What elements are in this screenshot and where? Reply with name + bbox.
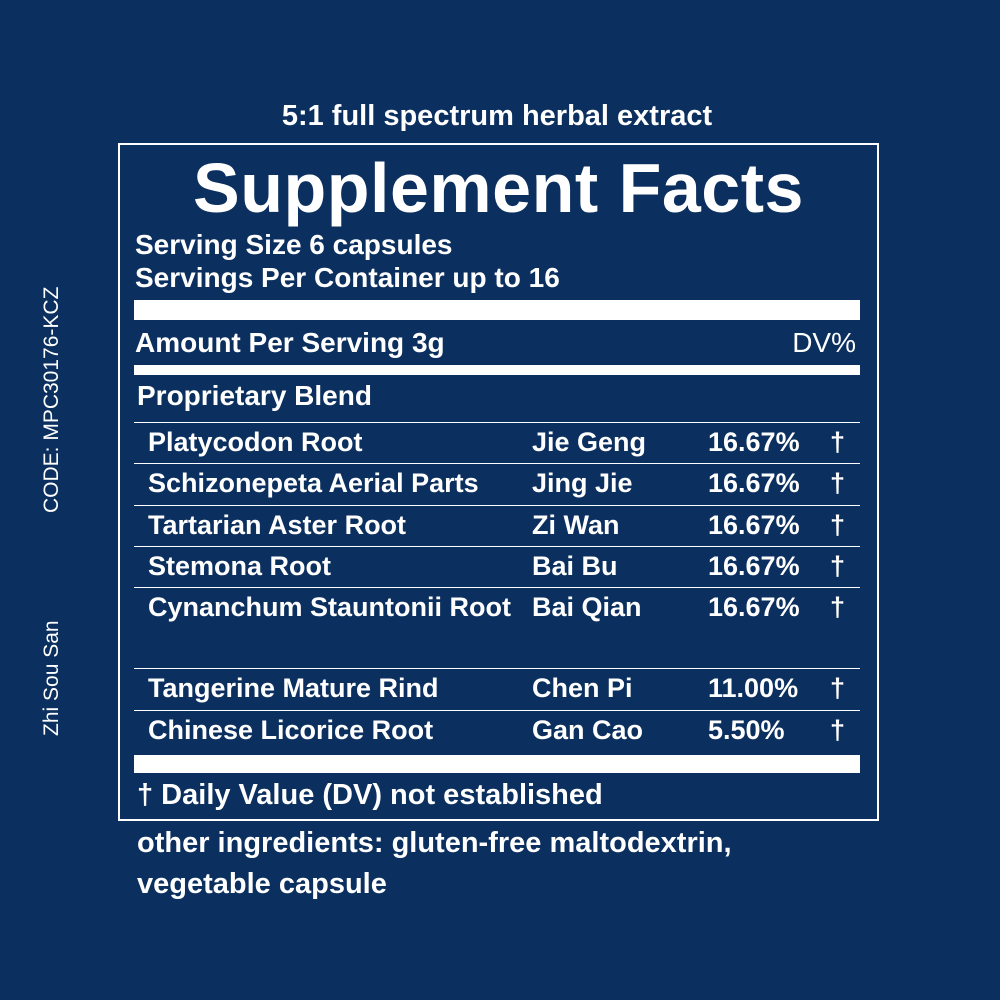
percent-dv: 5.50%	[708, 713, 818, 747]
percent-dv: 11.00%	[708, 671, 818, 705]
percent-dv: 16.67%	[708, 466, 818, 500]
dagger: †	[830, 590, 854, 624]
dv-header: DV%	[792, 327, 856, 359]
dagger: †	[830, 508, 854, 542]
row-divider	[134, 505, 860, 506]
row-divider	[134, 668, 860, 669]
servings-per-container: Servings Per Container up to 16	[135, 262, 560, 294]
pinyin-name: Zi Wan	[532, 508, 702, 542]
page: {"top_note": "5:1 full spectrum herbal e…	[0, 0, 1000, 1000]
title: Supplement Facts	[120, 146, 877, 230]
pinyin-name: Bai Bu	[532, 549, 702, 583]
ingredient-name: Tangerine Mature Rind	[148, 671, 528, 705]
percent-dv: 16.67%	[708, 549, 818, 583]
row-divider	[134, 463, 860, 464]
ingredient-name: Platycodon Root	[148, 425, 528, 459]
other-ingredients: other ingredients: gluten-free maltodext…	[137, 823, 857, 905]
ingredient-name: Cynanchum Stauntonii Root	[148, 590, 528, 624]
thick-bar	[134, 300, 860, 320]
ingredient-name: Chinese Licorice Root	[148, 713, 528, 747]
bottom-bar	[134, 755, 860, 773]
medium-bar	[134, 365, 860, 375]
row-divider	[134, 710, 860, 711]
row-divider	[134, 587, 860, 588]
serving-size: Serving Size 6 capsules	[135, 229, 453, 261]
blend-title: Proprietary Blend	[137, 380, 372, 412]
pinyin-name: Jie Geng	[532, 425, 702, 459]
pinyin-name: Jing Jie	[532, 466, 702, 500]
pinyin-name: Gan Cao	[532, 713, 702, 747]
top-note: 5:1 full spectrum herbal extract	[0, 100, 994, 133]
percent-dv: 16.67%	[708, 590, 818, 624]
row-divider	[134, 546, 860, 547]
dagger: †	[830, 425, 854, 459]
pinyin-name: Chen Pi	[532, 671, 702, 705]
footnote: † Daily Value (DV) not established	[137, 779, 603, 812]
dagger: †	[830, 671, 854, 705]
percent-dv: 16.67%	[708, 508, 818, 542]
dagger: †	[830, 549, 854, 583]
product-code: CODE: MPC30176-KCZ	[40, 263, 64, 513]
pinyin-name: Bai Qian	[532, 590, 702, 624]
dagger: †	[830, 713, 854, 747]
dagger: †	[830, 466, 854, 500]
percent-dv: 16.67%	[708, 425, 818, 459]
amount-label: Amount Per Serving 3g	[135, 327, 445, 359]
ingredient-name: Schizonepeta Aerial Parts	[148, 466, 528, 500]
ingredient-name: Tartarian Aster Root	[148, 508, 528, 542]
row-divider	[134, 422, 860, 423]
ingredient-name: Stemona Root	[148, 549, 528, 583]
product-name: Zhi Sou San	[40, 606, 64, 736]
